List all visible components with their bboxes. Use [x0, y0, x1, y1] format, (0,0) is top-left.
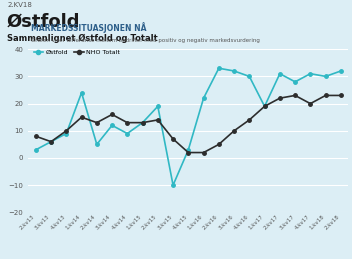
Østfold: [339, 69, 343, 73]
Østfold: [201, 97, 206, 100]
Text: Østfold: Østfold: [7, 13, 81, 31]
Østfold: [125, 132, 130, 135]
NHO Totalt: [156, 118, 160, 121]
NHO Totalt: [186, 151, 190, 154]
NHO Totalt: [308, 102, 313, 105]
Text: Grafen viser differanse mellom bedrifter med positiv og negativ markedsvurdering: Grafen viser differanse mellom bedrifter…: [31, 38, 260, 43]
Østfold: [49, 140, 53, 143]
Østfold: [95, 143, 99, 146]
Østfold: [293, 80, 297, 83]
NHO Totalt: [339, 94, 343, 97]
Line: Østfold: Østfold: [34, 67, 342, 187]
Østfold: [278, 72, 282, 75]
Legend: Østfold, NHO Totalt: Østfold, NHO Totalt: [31, 47, 122, 58]
Østfold: [308, 72, 313, 75]
Line: NHO Totalt: NHO Totalt: [34, 94, 342, 154]
Østfold: [323, 75, 328, 78]
NHO Totalt: [80, 116, 84, 119]
NHO Totalt: [171, 137, 175, 140]
NHO Totalt: [64, 129, 68, 132]
Østfold: [232, 69, 236, 73]
NHO Totalt: [247, 118, 251, 121]
NHO Totalt: [110, 113, 114, 116]
Text: Sammenlignet Østfold og Totalt: Sammenlignet Østfold og Totalt: [7, 34, 158, 43]
Østfold: [263, 105, 267, 108]
NHO Totalt: [95, 121, 99, 124]
Østfold: [156, 105, 160, 108]
NHO Totalt: [293, 94, 297, 97]
Østfold: [171, 184, 175, 187]
NHO Totalt: [125, 121, 130, 124]
Østfold: [80, 91, 84, 94]
Østfold: [186, 148, 190, 151]
NHO Totalt: [323, 94, 328, 97]
NHO Totalt: [278, 97, 282, 100]
NHO Totalt: [140, 121, 145, 124]
NHO Totalt: [49, 140, 53, 143]
Østfold: [140, 121, 145, 124]
Østfold: [34, 148, 38, 151]
NHO Totalt: [263, 105, 267, 108]
Text: 2.KV18: 2.KV18: [7, 2, 32, 8]
NHO Totalt: [201, 151, 206, 154]
Text: MARKEDSSITUASJONEN NÅ: MARKEDSSITUASJONEN NÅ: [31, 22, 147, 33]
NHO Totalt: [34, 135, 38, 138]
NHO Totalt: [232, 129, 236, 132]
Østfold: [217, 67, 221, 70]
Østfold: [64, 132, 68, 135]
NHO Totalt: [217, 143, 221, 146]
Østfold: [110, 124, 114, 127]
Østfold: [247, 75, 251, 78]
